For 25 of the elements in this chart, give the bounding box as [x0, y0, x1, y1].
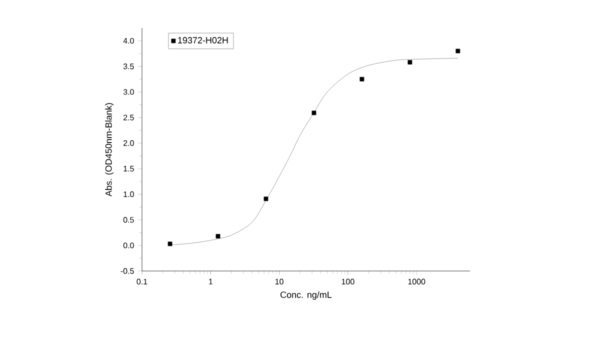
x-tick-label: 0.1	[136, 278, 148, 284]
y-tick-label: 2.5	[123, 114, 134, 120]
y-tick-label: 1.0	[124, 191, 134, 198]
point	[264, 196, 268, 202]
x-tick-label: 10	[275, 278, 284, 284]
y-tick-label: 4.0	[123, 38, 134, 44]
x-axis-title: Conc. ng/mL	[280, 291, 332, 300]
point	[360, 76, 364, 82]
y-tick-label: 0.5	[123, 217, 134, 223]
y-tick-label: 1.5	[124, 166, 134, 172]
y-tick-label: 0.0	[123, 242, 134, 248]
x-tick-label: 100	[342, 278, 354, 284]
point	[312, 110, 316, 116]
point	[216, 234, 220, 238]
legend-label: 19372-H02H	[178, 37, 228, 44]
y-tick-label: 3.5	[123, 64, 134, 70]
y-axis-title: Abs. (OD450nm-Blank)	[105, 103, 114, 196]
y-tick-label: 2.0	[123, 140, 134, 146]
y-tick-label: -0.5	[120, 268, 134, 274]
point	[408, 60, 412, 64]
point	[168, 242, 172, 246]
x-tick-label: 1000	[408, 278, 426, 284]
point	[456, 48, 460, 54]
y-tick-label: 3.0	[123, 89, 134, 95]
x-tick-label: 1	[209, 278, 212, 284]
